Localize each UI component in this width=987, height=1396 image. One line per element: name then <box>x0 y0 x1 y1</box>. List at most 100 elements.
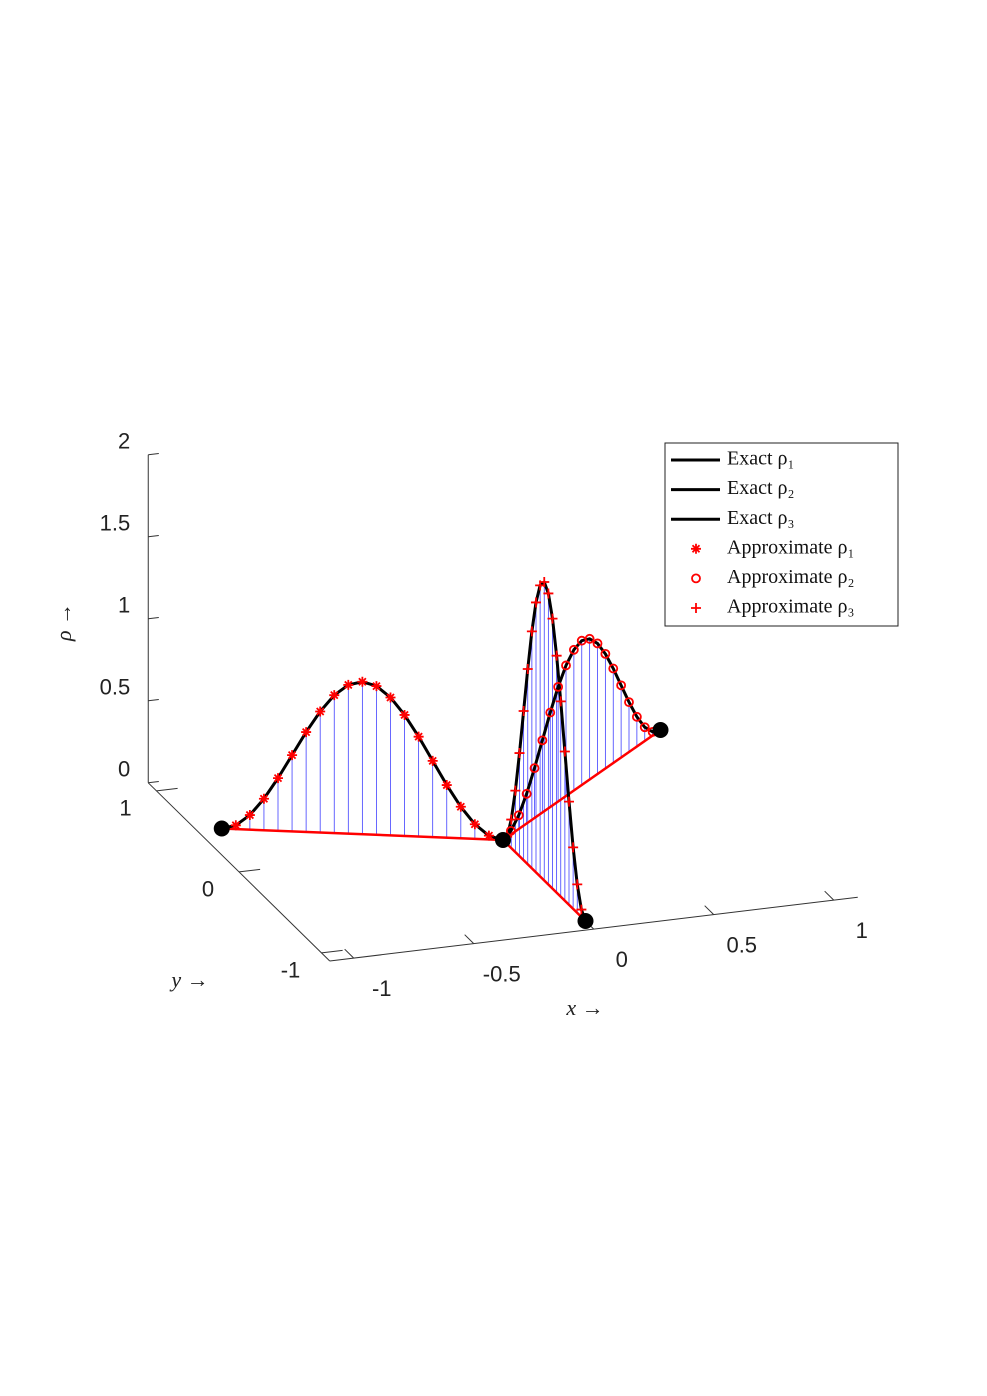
approx-marker <box>469 819 480 830</box>
z-tick <box>148 699 159 702</box>
y-tick-label: 0 <box>202 877 214 902</box>
approx-marker <box>531 597 541 608</box>
x-tick <box>464 934 475 944</box>
approx-marker <box>553 681 564 692</box>
legend: Exact ρ₁ Exact ρ₂ Exact ρ₃ Approximate ρ₁ Ap… <box>664 442 899 627</box>
approx-marker <box>427 755 438 766</box>
approx-marker <box>539 577 550 588</box>
z-tick-label: 0.5 <box>100 675 131 700</box>
z-tick-label: 2 <box>118 429 130 454</box>
exact-curve <box>501 637 661 841</box>
x-tick-label: 1 <box>856 918 868 943</box>
approx-marker <box>506 814 517 825</box>
approx-marker <box>441 780 452 791</box>
x-tick-label: -1 <box>372 976 392 1001</box>
approx-marker <box>514 748 525 759</box>
graph-node <box>577 913 594 929</box>
approx-marker <box>564 796 574 807</box>
approx-marker <box>315 706 326 717</box>
approx-marker <box>529 763 540 774</box>
legend-swatch <box>691 543 701 554</box>
approx-marker <box>608 663 619 674</box>
legend-label: Exact ρ₁ <box>727 448 794 470</box>
x-axis-title: x → <box>565 995 603 1020</box>
approx-marker <box>545 707 556 718</box>
z-tick <box>148 781 159 784</box>
approx-marker <box>483 830 494 841</box>
approx-marker <box>559 746 570 757</box>
approx-marker <box>329 690 340 701</box>
approx-marker <box>631 711 642 722</box>
legend-swatch <box>691 573 701 584</box>
approx-marker <box>547 613 558 624</box>
approx-marker <box>399 709 410 720</box>
y-tick <box>238 868 261 873</box>
approx-marker <box>413 731 424 742</box>
approx-marker <box>513 810 524 821</box>
approx-marker <box>526 626 537 637</box>
graph-node <box>652 722 669 738</box>
graph-edge <box>221 827 504 842</box>
approx-marker <box>568 644 579 655</box>
z-axis-title: ρ → <box>51 603 76 642</box>
approx-marker <box>600 648 611 659</box>
approx-marker <box>371 681 382 692</box>
y-tick-label: 1 <box>119 796 131 821</box>
approx-marker <box>561 660 571 671</box>
approx-marker <box>455 801 466 812</box>
legend-label: Exact ρ₃ <box>727 507 794 529</box>
approx-marker <box>592 638 603 649</box>
x-tick <box>704 905 715 915</box>
approx-marker <box>555 696 566 707</box>
plot-area: -1 -0.5 0 0.5 1 -1 0 1 0 0.5 1 1.5 2 <box>100 429 868 1001</box>
z-tick <box>148 617 159 620</box>
y-tick-label: -1 <box>281 958 301 983</box>
approx-marker <box>616 680 627 691</box>
approx-marker <box>551 650 562 661</box>
legend-label: Approximate ρ₂ <box>727 566 854 588</box>
approx-marker <box>301 727 312 738</box>
approx-marker <box>522 663 533 674</box>
approx-marker <box>357 676 368 687</box>
approx-marker <box>244 810 255 821</box>
approx-marker <box>385 692 396 703</box>
approx-marker <box>287 750 298 761</box>
y-tick <box>321 949 343 954</box>
approx-marker <box>258 793 269 804</box>
graph-edge <box>502 728 662 842</box>
z-tick <box>148 535 159 538</box>
y-tick <box>156 787 178 792</box>
approx-marker <box>537 735 548 746</box>
z-tick <box>148 453 159 456</box>
graph-node <box>213 820 230 837</box>
approx-marker <box>343 679 354 690</box>
x-tick <box>824 890 835 901</box>
legend-label: Approximate ρ₁ <box>727 536 854 558</box>
z-tick-label: 0 <box>118 757 130 782</box>
graph-node <box>495 832 511 848</box>
approx-marker <box>624 697 634 708</box>
x-tick-label: -0.5 <box>483 961 521 986</box>
x-tick <box>344 948 355 959</box>
legend-swatch <box>691 603 701 613</box>
legend-label: Approximate ρ₃ <box>727 596 854 618</box>
approx-marker <box>584 633 595 644</box>
x-tick-label: 0 <box>616 947 628 972</box>
approx-marker <box>510 785 521 796</box>
approx-marker <box>230 820 241 831</box>
approx-marker <box>518 706 529 717</box>
approx-marker <box>521 788 532 799</box>
approx-marker <box>273 773 283 784</box>
approx-marker <box>568 842 579 853</box>
approx-marker <box>576 904 587 915</box>
legend-box <box>664 442 899 627</box>
approx-marker <box>543 588 554 599</box>
x-tick-label: 0.5 <box>726 932 757 957</box>
graph-edge <box>502 839 587 922</box>
y-axis-title: y → <box>169 967 208 992</box>
approx-marker <box>639 722 650 733</box>
approx-marker <box>572 879 583 890</box>
legend-label: Exact ρ₂ <box>727 477 794 499</box>
